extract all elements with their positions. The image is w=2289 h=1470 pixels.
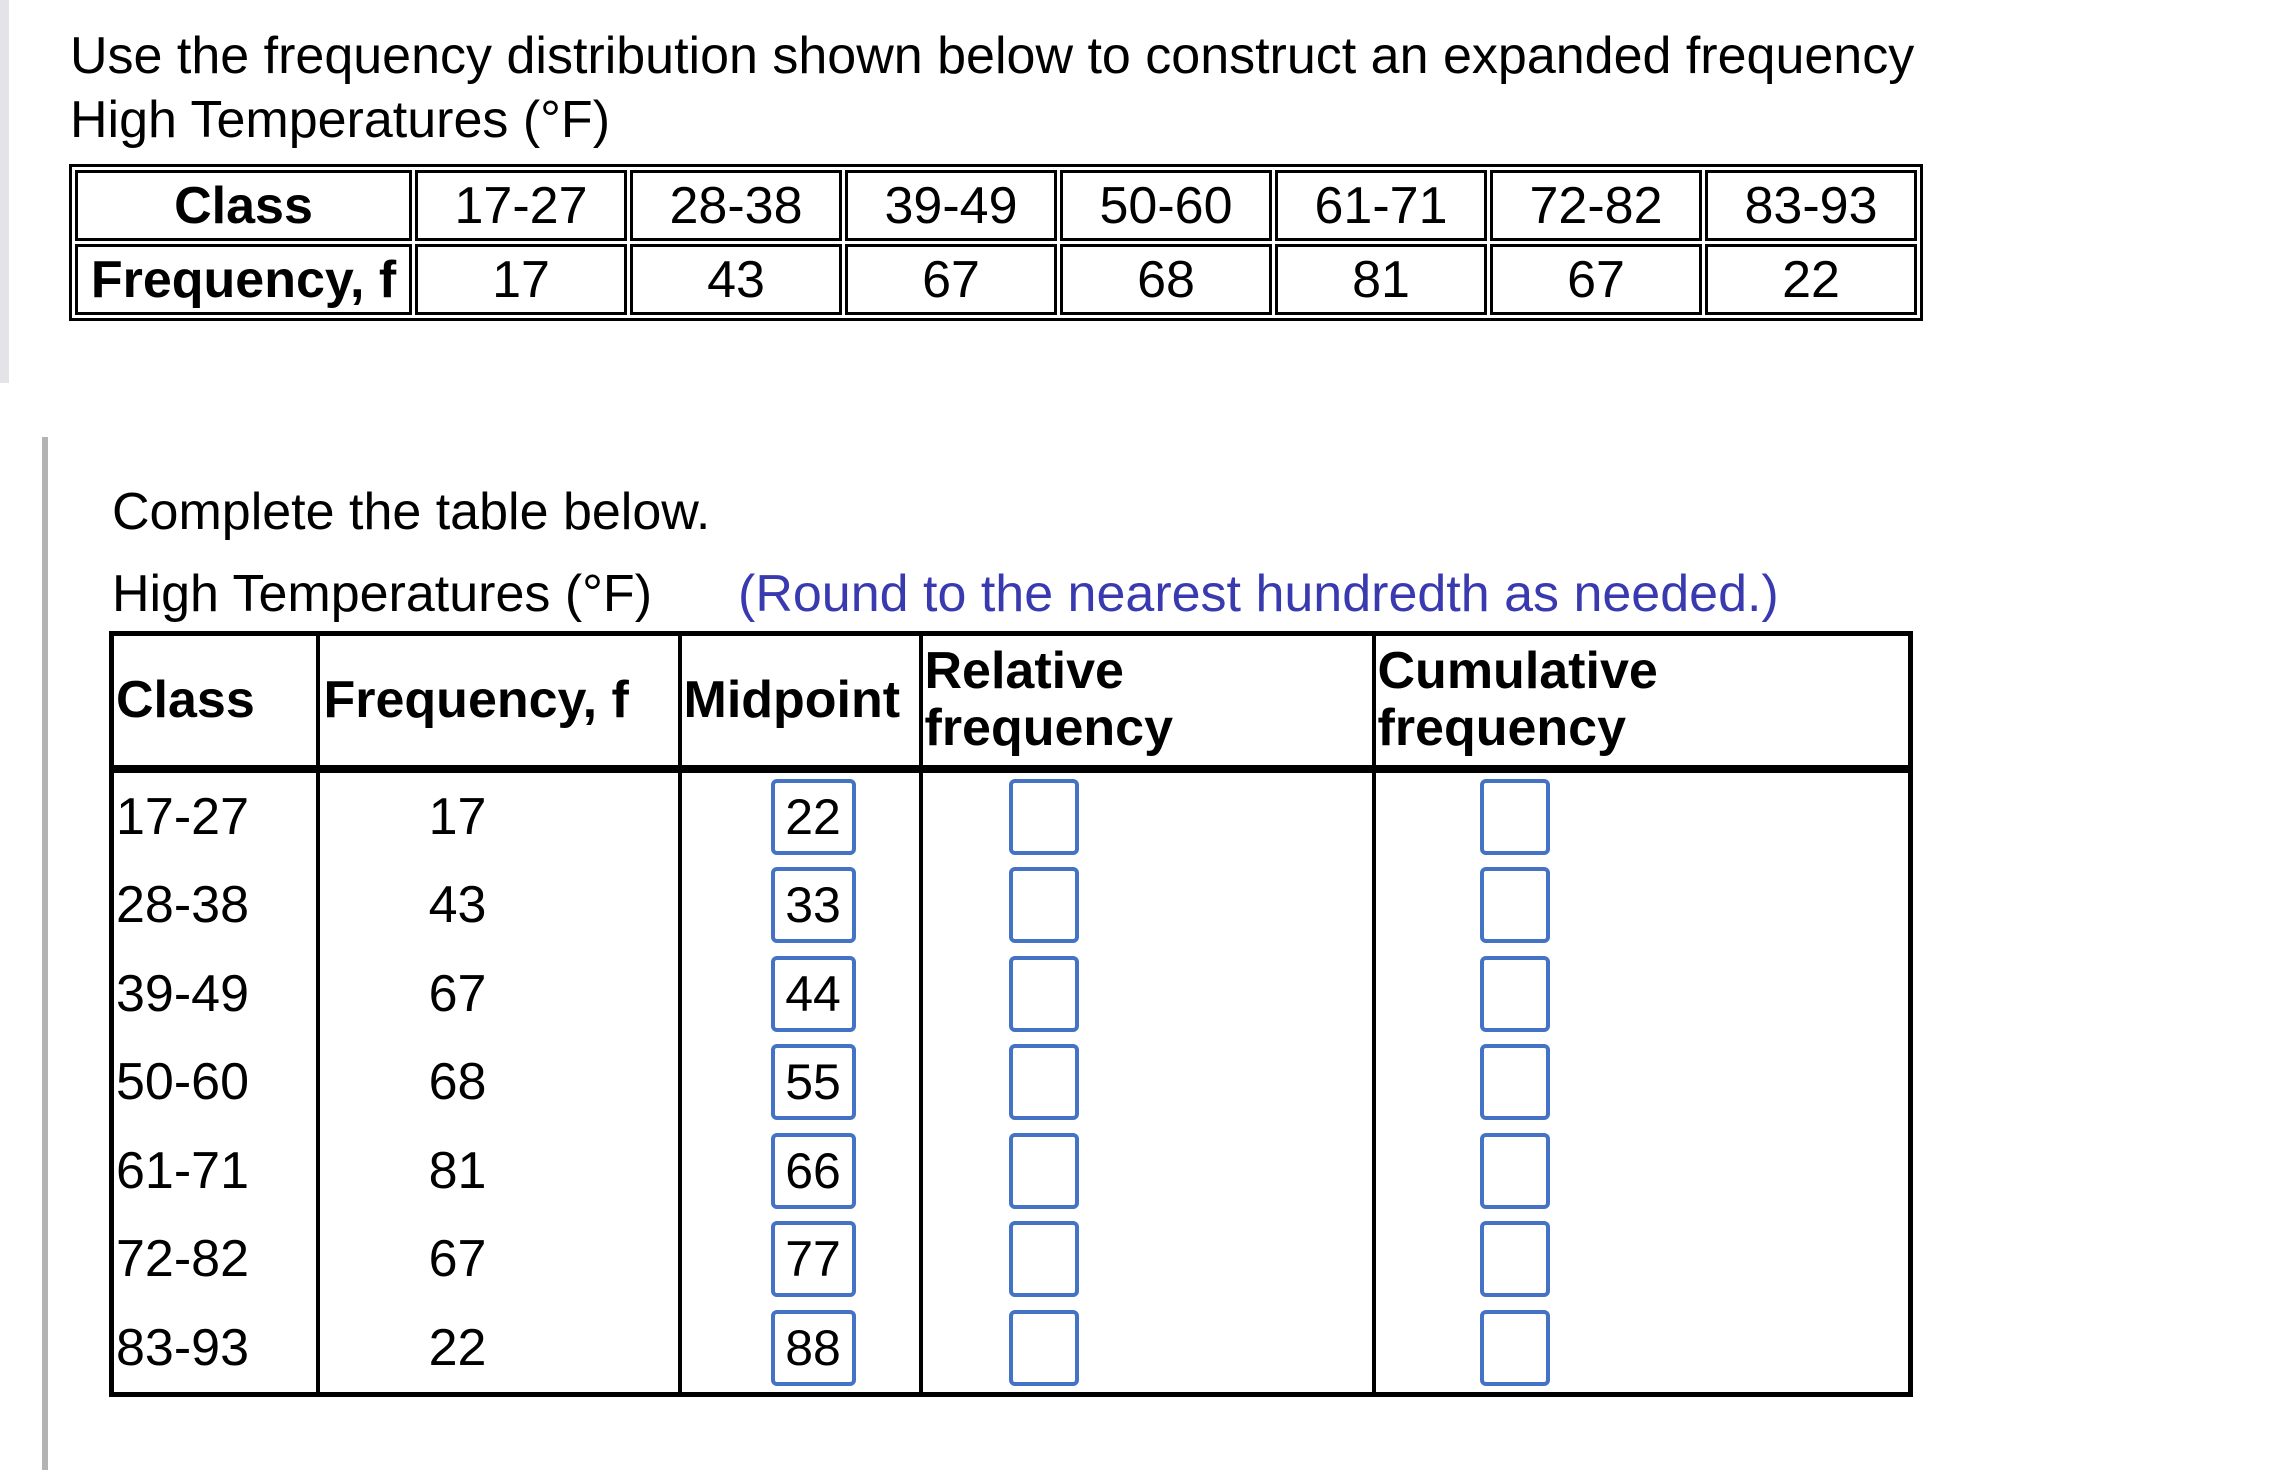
class-label: 28-38 bbox=[116, 876, 249, 935]
frequency-value: 67 bbox=[428, 1230, 487, 1289]
answer-table: Class Frequency, f Midpoint Relative fre… bbox=[109, 631, 1913, 1397]
answer-table-title: High Temperatures (°F) bbox=[112, 565, 653, 623]
answer-table-body-row: 17-27 28-38 39-49 50-60 61-71 72-82 83-9… bbox=[109, 766, 1913, 1397]
cumulative-frequency-column bbox=[1371, 766, 1913, 1397]
distribution-table-title: High Temperatures (°F) bbox=[70, 91, 611, 149]
relative-frequency-input[interactable] bbox=[1008, 1044, 1079, 1121]
class-column: 17-27 28-38 39-49 50-60 61-71 72-82 83-9… bbox=[109, 766, 320, 1397]
frequency-row-header: Frequency, f bbox=[75, 244, 412, 315]
midpoint-input[interactable]: 22 bbox=[770, 778, 856, 855]
class-range-cell: 39-49 bbox=[845, 170, 1057, 241]
frequency-value: 43 bbox=[428, 876, 487, 935]
midpoint-input[interactable]: 88 bbox=[770, 1309, 856, 1386]
header-class: Class bbox=[109, 631, 320, 773]
cumulative-frequency-input[interactable] bbox=[1479, 955, 1550, 1032]
frequency-value: 17 bbox=[428, 787, 487, 846]
frequency-value: 67 bbox=[428, 964, 487, 1023]
midpoint-input[interactable]: 77 bbox=[770, 1221, 856, 1298]
cumulative-frequency-input[interactable] bbox=[1479, 778, 1550, 855]
frequency-column: 17 43 67 68 81 67 22 bbox=[315, 766, 682, 1397]
class-range-cell: 28-38 bbox=[630, 170, 842, 241]
class-row-header: Class bbox=[75, 170, 412, 241]
frequency-cell: 17 bbox=[415, 244, 627, 315]
frequency-value: 81 bbox=[428, 1141, 487, 1200]
rounding-hint: (Round to the nearest hundredth as neede… bbox=[738, 565, 1779, 623]
cumulative-frequency-input[interactable] bbox=[1479, 1132, 1550, 1209]
class-range-cell: 50-60 bbox=[1060, 170, 1272, 241]
midpoint-column: 22 33 44 55 66 77 88 bbox=[677, 766, 923, 1397]
complete-table-prompt: Complete the table below. bbox=[112, 483, 711, 541]
frequency-cell: 67 bbox=[845, 244, 1057, 315]
relative-frequency-input[interactable] bbox=[1008, 867, 1079, 944]
relative-frequency-input[interactable] bbox=[1008, 1132, 1079, 1209]
class-range-cell: 83-93 bbox=[1705, 170, 1917, 241]
class-label: 83-93 bbox=[116, 1318, 249, 1377]
class-label: 61-71 bbox=[116, 1141, 249, 1200]
class-label: 50-60 bbox=[116, 1053, 249, 1112]
problem-statement: Use the frequency distribution shown bel… bbox=[70, 27, 1915, 85]
relative-frequency-input[interactable] bbox=[1008, 1309, 1079, 1386]
relative-frequency-column bbox=[918, 766, 1376, 1397]
frequency-cell: 43 bbox=[630, 244, 842, 315]
frequency-cell: 81 bbox=[1275, 244, 1487, 315]
cumulative-frequency-input[interactable] bbox=[1479, 1044, 1550, 1121]
header-cumulative-frequency: Cumulative frequency bbox=[1371, 631, 1913, 773]
left-scroll-strip-top bbox=[0, 0, 9, 383]
relative-frequency-input[interactable] bbox=[1008, 955, 1079, 1032]
table-row: Class 17-27 28-38 39-49 50-60 61-71 72-8… bbox=[75, 170, 1917, 241]
frequency-cell: 67 bbox=[1490, 244, 1702, 315]
cumulative-frequency-input[interactable] bbox=[1479, 1309, 1550, 1386]
left-scroll-strip-bottom bbox=[42, 437, 48, 1470]
class-range-cell: 61-71 bbox=[1275, 170, 1487, 241]
midpoint-input[interactable]: 44 bbox=[770, 955, 856, 1032]
midpoint-input[interactable]: 66 bbox=[770, 1132, 856, 1209]
header-frequency: Frequency, f bbox=[315, 631, 682, 773]
midpoint-input[interactable]: 55 bbox=[770, 1044, 856, 1121]
relative-frequency-input[interactable] bbox=[1008, 778, 1079, 855]
frequency-distribution-table: Class 17-27 28-38 39-49 50-60 61-71 72-8… bbox=[69, 164, 1923, 321]
midpoint-input[interactable]: 33 bbox=[770, 867, 856, 944]
answer-table-caption: High Temperatures (°F) (Round to the near… bbox=[112, 562, 1779, 626]
cumulative-frequency-input[interactable] bbox=[1479, 867, 1550, 944]
table-row: Frequency, f 17 43 67 68 81 67 22 bbox=[75, 244, 1917, 315]
frequency-value: 22 bbox=[428, 1318, 487, 1377]
frequency-cell: 22 bbox=[1705, 244, 1917, 315]
class-label: 39-49 bbox=[116, 964, 249, 1023]
class-label: 72-82 bbox=[116, 1230, 249, 1289]
class-range-cell: 17-27 bbox=[415, 170, 627, 241]
frequency-value: 68 bbox=[428, 1053, 487, 1112]
answer-table-header-row: Class Frequency, f Midpoint Relative fre… bbox=[109, 631, 1913, 773]
class-range-cell: 72-82 bbox=[1490, 170, 1702, 241]
cumulative-frequency-input[interactable] bbox=[1479, 1221, 1550, 1298]
relative-frequency-input[interactable] bbox=[1008, 1221, 1079, 1298]
header-relative-frequency: Relative frequency bbox=[918, 631, 1376, 773]
frequency-cell: 68 bbox=[1060, 244, 1272, 315]
class-label: 17-27 bbox=[116, 787, 249, 846]
header-midpoint: Midpoint bbox=[677, 631, 923, 773]
